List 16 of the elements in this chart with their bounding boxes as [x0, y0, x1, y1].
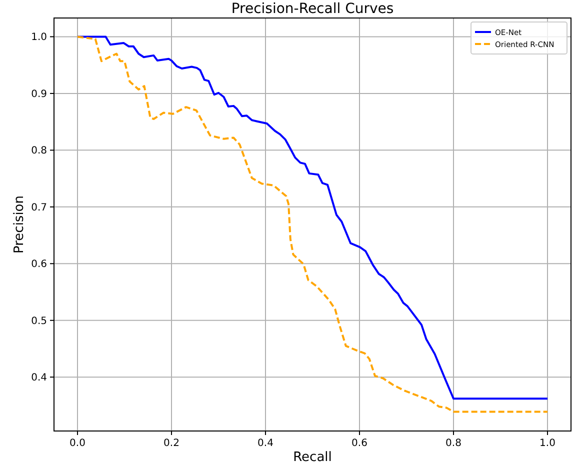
x-tick-label: 1.0 — [540, 438, 556, 449]
y-tick-label: 0.4 — [31, 372, 47, 384]
chart-title: Precision-Recall Curves — [231, 1, 394, 17]
x-axis-title: Recall — [293, 450, 332, 465]
x-tick-label: 0.4 — [258, 438, 274, 449]
x-tick-label: 0.6 — [352, 438, 368, 449]
y-tick-label: 0.8 — [31, 146, 47, 157]
y-tick-label: 0.6 — [31, 259, 47, 270]
y-axis-title: Precision — [12, 195, 27, 254]
y-tick-label: 0.7 — [31, 202, 47, 214]
x-tick-label: 0.0 — [70, 438, 86, 449]
y-tick-label: 0.9 — [31, 88, 47, 100]
x-tick-label: 0.2 — [164, 438, 180, 449]
y-tick-label: 0.5 — [31, 316, 47, 327]
y-tick-label: 1.0 — [31, 32, 47, 44]
x-tick-label: 0.8 — [446, 438, 462, 449]
